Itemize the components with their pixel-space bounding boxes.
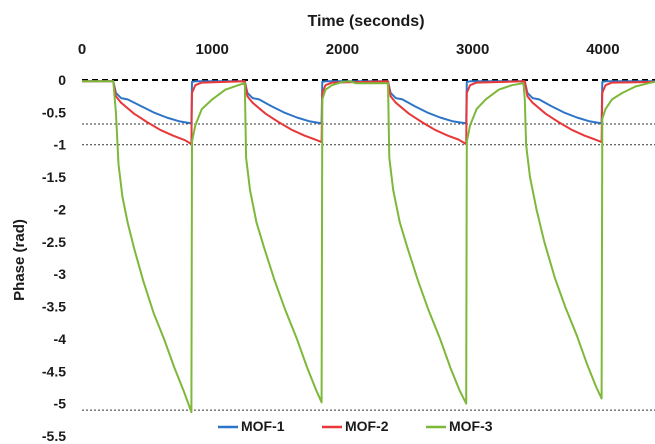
y-tick-label: -1 bbox=[54, 137, 67, 153]
y-tick-label: -5 bbox=[54, 396, 67, 412]
y-tick-label: -2.5 bbox=[42, 234, 66, 250]
y-tick-label: -0.5 bbox=[42, 104, 66, 120]
series-line-mof-2 bbox=[82, 80, 655, 146]
legend: MOF-1 MOF-2 MOF-3 bbox=[214, 418, 520, 435]
y-tick-label: -4 bbox=[54, 331, 67, 347]
y-axis-ticks: 0 -0.5 -1 -1.5 -2 -2.5 -3 -3.5 -4 -4.5 -5 -5.5 bbox=[42, 72, 66, 444]
legend-item-background bbox=[214, 419, 312, 435]
y-tick-label: -5.5 bbox=[42, 428, 66, 444]
y-tick-label: -4.5 bbox=[42, 363, 66, 379]
x-tick-label: 3000 bbox=[456, 41, 489, 58]
legend-item-background bbox=[422, 419, 520, 435]
x-tick-label: 4000 bbox=[586, 41, 619, 58]
reference-lines bbox=[82, 79, 655, 411]
legend-item-background bbox=[318, 419, 416, 435]
x-axis-ticks: 0 1000 2000 3000 4000 bbox=[78, 41, 620, 58]
x-tick-label: 1000 bbox=[196, 41, 229, 58]
y-tick-label: -3.5 bbox=[42, 299, 66, 315]
y-tick-label: 0 bbox=[58, 72, 66, 88]
legend-label-mof-2: MOF-2 bbox=[345, 418, 389, 434]
y-tick-label: -1.5 bbox=[42, 169, 66, 185]
legend-label-mof-3: MOF-3 bbox=[449, 418, 493, 434]
y-tick-label: -3 bbox=[54, 266, 67, 282]
y-tick-label: -2 bbox=[54, 201, 67, 217]
y-axis-title: Phase (rad) bbox=[11, 219, 28, 301]
x-axis-title: Time (seconds) bbox=[307, 13, 424, 30]
x-tick-label: 0 bbox=[78, 41, 86, 58]
series-line-mof-3 bbox=[82, 80, 655, 414]
x-tick-label: 2000 bbox=[326, 41, 359, 58]
series-lines bbox=[82, 80, 655, 414]
legend-label-mof-1: MOF-1 bbox=[241, 418, 285, 434]
